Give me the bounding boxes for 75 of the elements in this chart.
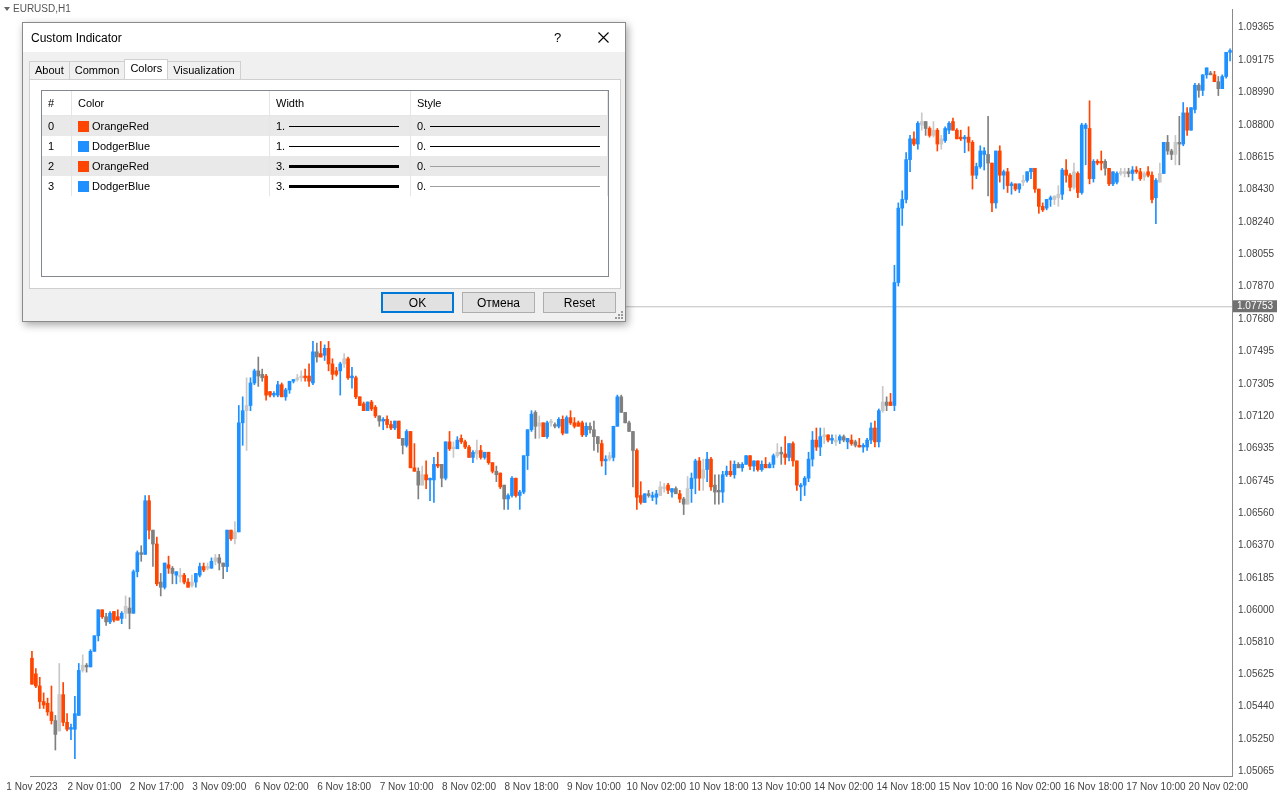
annotation: 1. [276, 120, 286, 132]
x-tick-label: 8 Nov 18:00 [504, 780, 559, 792]
x-tick-label: 16 Nov 02:00 [1001, 780, 1062, 792]
y-tick-label: 1.08240 [1238, 215, 1275, 227]
annotation: DodgerBlue [92, 180, 151, 192]
y-tick-label: 1.07870 [1238, 279, 1275, 291]
y-tick-label: 1.08615 [1238, 150, 1275, 162]
y-tick-label: 1.06370 [1238, 539, 1275, 551]
x-tick-label: 7 Nov 10:00 [379, 780, 434, 792]
x-tick-label: 15 Nov 10:00 [938, 780, 999, 792]
x-tick-label: 10 Nov 02:00 [626, 780, 687, 792]
y-tick-label: 1.07120 [1238, 409, 1275, 421]
x-tick-label: 14 Nov 18:00 [876, 780, 937, 792]
annotation: Visualization [167, 61, 241, 79]
y-tick-label: 1.07305 [1238, 377, 1275, 389]
annotation: Отмена [462, 292, 535, 313]
annotation: Style [411, 91, 608, 115]
annotation: 3 [48, 180, 55, 192]
annotation: 3. [276, 160, 286, 172]
x-tick-label: 6 Nov 18:00 [317, 780, 372, 792]
y-tick-label: 1.07495 [1238, 344, 1275, 356]
annotation: Custom Indicator [31, 31, 122, 45]
y-tick-label: 1.07680 [1238, 312, 1275, 324]
annotation: ? [554, 30, 562, 45]
y-tick-label: 1.08430 [1238, 182, 1275, 194]
annotation: 0. [417, 140, 427, 152]
x-tick-label: 17 Nov 10:00 [1126, 780, 1187, 792]
annotation: # [42, 91, 72, 115]
x-tick-label: 10 Nov 18:00 [689, 780, 749, 792]
y-tick-label: 1.05440 [1238, 700, 1275, 712]
y-tick-label: 1.06000 [1238, 603, 1275, 615]
annotation: 0. [417, 120, 427, 132]
y-tick-label: 1.05250 [1238, 733, 1275, 745]
annotation: Common [68, 61, 126, 79]
x-tick-label: 2 Nov 17:00 [129, 780, 185, 792]
x-tick-label: 1 Nov 2023 [6, 780, 58, 792]
x-tick-label: 3 Nov 09:00 [192, 780, 247, 792]
x-tick-label: 16 Nov 18:00 [1063, 780, 1124, 792]
y-tick-label: 1.08055 [1238, 247, 1275, 259]
ref-line-label: 1.07753 [1237, 300, 1274, 312]
annotation: 1. [276, 140, 286, 152]
y-tick-label: 1.05810 [1238, 636, 1275, 648]
chart-title: EURUSD,H1 [13, 3, 71, 14]
annotation: About [29, 61, 70, 79]
annotation: OK [381, 292, 454, 313]
x-tick-label: 20 Nov 02:00 [1188, 780, 1249, 792]
y-tick-label: 1.08800 [1238, 118, 1275, 130]
y-tick-label: 1.05625 [1238, 668, 1275, 680]
x-tick-label: 9 Nov 10:00 [566, 780, 622, 792]
y-tick-label: 1.09365 [1238, 20, 1275, 32]
x-tick-label: 2 Nov 01:00 [67, 780, 122, 792]
annotation: OrangeRed [92, 120, 149, 132]
x-tick-label: 8 Nov 02:00 [442, 780, 497, 792]
x-tick-label: 14 Nov 02:00 [813, 780, 874, 792]
y-tick-label: 1.06185 [1238, 571, 1275, 583]
annotation: 0. [417, 160, 427, 172]
y-tick-label: 1.06745 [1238, 474, 1275, 486]
annotation: Color [72, 91, 270, 115]
annotation: 3. [276, 180, 286, 192]
annotation: Colors [124, 59, 169, 79]
annotation: 1 [48, 140, 55, 152]
y-tick-label: 1.08990 [1238, 85, 1275, 97]
annotation: Width [270, 91, 411, 115]
annotation: 0 [48, 120, 55, 132]
annotation: OrangeRed [92, 160, 149, 172]
annotation: 0. [417, 180, 427, 192]
x-tick-label: 6 Nov 02:00 [254, 780, 310, 792]
annotation: 2 [48, 160, 55, 172]
y-tick-label: 1.05065 [1238, 765, 1275, 777]
annotation: Reset [543, 292, 616, 313]
y-tick-label: 1.06560 [1238, 506, 1275, 518]
x-tick-label: 13 Nov 10:00 [751, 780, 812, 792]
annotation: DodgerBlue [92, 140, 151, 152]
y-tick-label: 1.09175 [1238, 53, 1275, 65]
y-tick-label: 1.06935 [1238, 441, 1275, 453]
